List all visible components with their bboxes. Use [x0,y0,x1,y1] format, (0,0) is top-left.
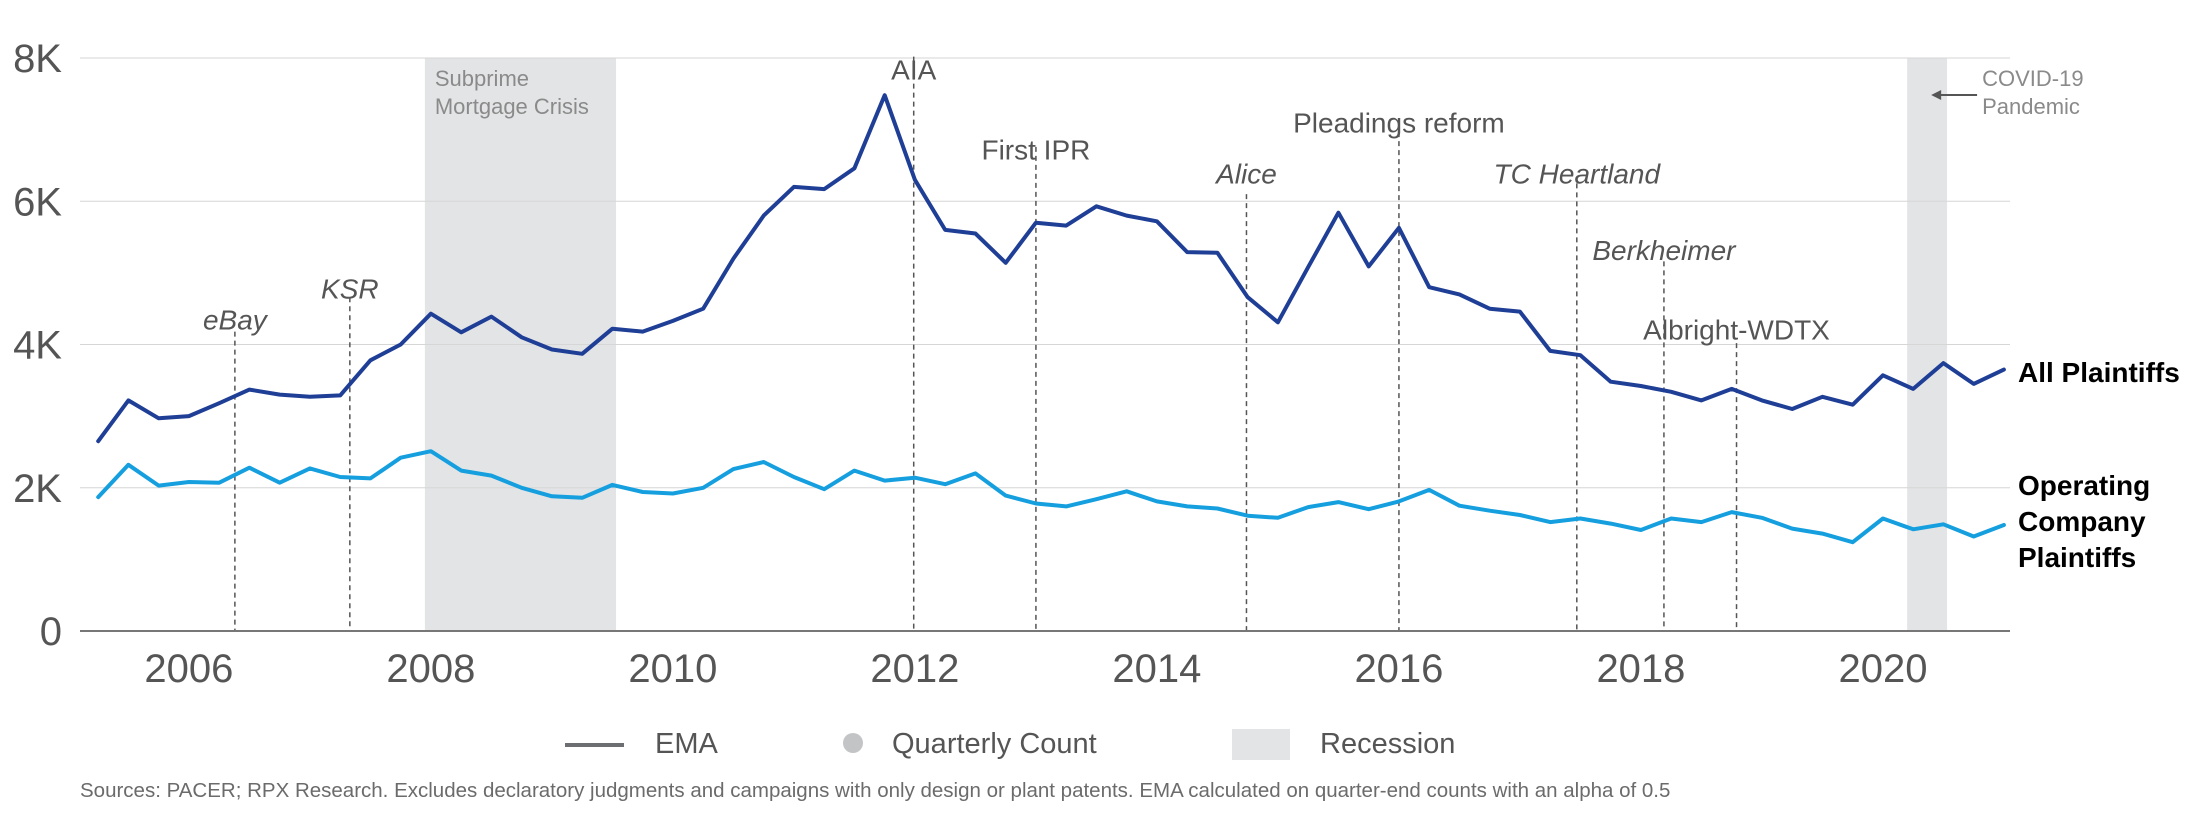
legend-recession-label: Recession [1320,728,1455,760]
recession-label: Mortgage Crisis [435,94,589,119]
x-tick-label: 2020 [1838,647,1927,691]
event-label: Alice [1214,158,1277,189]
operating-company-line [98,451,2004,542]
source-note: Sources: PACER; RPX Research. Excludes d… [80,779,1670,802]
recession-label: Subprime [435,66,529,91]
x-tick-label: 2012 [870,647,959,691]
recession-label: Pandemic [1982,94,2080,119]
x-tick-label: 2014 [1112,647,1201,691]
event-label: Berkheimer [1592,235,1737,266]
event-label: Pleadings reform [1293,107,1505,138]
x-tick-label: 2016 [1354,647,1443,691]
event-label: First IPR [981,135,1090,166]
event-label: TC Heartland [1494,158,1662,189]
legend-ema-label: EMA [655,728,719,760]
y-tick-label: 8K [13,37,62,81]
series-label-operating-company: Operating [2018,470,2150,501]
event-label: Albright-WDTX [1643,314,1830,345]
series-labels: All Plaintiffs Operating Company Plaintiffs [2018,357,2180,573]
legend: EMA Quarterly Count Recession [565,728,1455,760]
x-tick-label: 2010 [628,647,717,691]
y-tick-label: 4K [13,324,62,368]
legend-quarterly-count-swatch [843,733,863,753]
series-label-operating-company: Plaintiffs [2018,542,2136,573]
series-label-all-plaintiffs: All Plaintiffs [2018,357,2180,388]
chart: SubprimeMortgage CrisisCOVID-19Pandemic … [0,0,2206,820]
event-label: AIA [891,54,936,85]
x-tick-label: 2018 [1596,647,1685,691]
series-label-operating-company: Company [2018,506,2146,537]
y-tick-label: 2K [13,467,62,511]
y-tick-label: 6K [13,180,62,224]
y-tick-label: 0 [40,610,62,654]
event-label: KSR [321,274,379,305]
legend-quarterly-count-label: Quarterly Count [892,728,1097,760]
x-tick-label: 2006 [144,647,233,691]
recession-label: COVID-19 [1982,66,2083,91]
event-label: eBay [203,304,269,335]
x-tick-label: 2008 [386,647,475,691]
legend-recession-swatch [1232,729,1290,760]
